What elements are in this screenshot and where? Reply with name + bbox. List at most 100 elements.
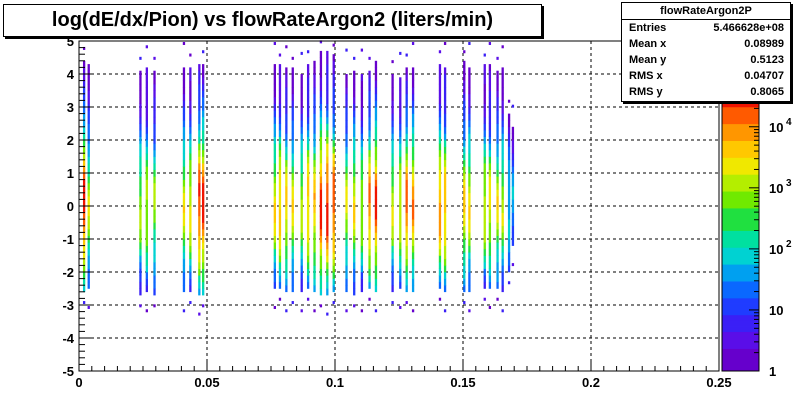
- heatmap-cell: [87, 215, 90, 223]
- heatmap-cell: [391, 87, 394, 95]
- x-tick-label: 0.15: [450, 375, 475, 390]
- heatmap-cell: [139, 143, 142, 151]
- heatmap-cell: [291, 87, 294, 95]
- heatmap-cell: [483, 262, 486, 269]
- heatmap-cell: [391, 133, 394, 141]
- heatmap-cell: [463, 107, 466, 114]
- heatmap-cell: [278, 202, 282, 210]
- heatmap-cell: [501, 126, 504, 134]
- heatmap-cell: [438, 209, 442, 217]
- heatmap-cell: [374, 186, 378, 194]
- heatmap-cell: [483, 209, 486, 217]
- heatmap-cell: [411, 166, 415, 174]
- heatmap-cell: [353, 97, 356, 104]
- heatmap-cell: [391, 100, 394, 108]
- x-tick-label: 0.25: [706, 375, 731, 390]
- heatmap-cell: [202, 149, 205, 157]
- heatmap-cell: [360, 179, 364, 187]
- heatmap-cell: [488, 255, 492, 263]
- heatmap-cell: [332, 225, 335, 233]
- heatmap-cell: [438, 116, 442, 124]
- heatmap-cell: [182, 173, 186, 180]
- heatmap-cell: [182, 199, 186, 207]
- heatmap-cell: [353, 77, 356, 85]
- heatmap-cell: [189, 166, 192, 174]
- heatmap-cell: [300, 159, 303, 167]
- heatmap-cell: [438, 70, 442, 78]
- color-scale-cell: [722, 163, 759, 170]
- heatmap-cell: [198, 242, 201, 250]
- heatmap-cell: [468, 159, 471, 167]
- heatmap-cell: [182, 219, 186, 227]
- heatmap-cell: [198, 163, 201, 170]
- heatmap-cell: [496, 297, 499, 301]
- heatmap-cell: [405, 93, 408, 101]
- stat-label: RMS x: [629, 70, 663, 82]
- y-tick-label: 5: [67, 34, 74, 49]
- heatmap-cell: [501, 93, 504, 101]
- stats-title: flowRateArgon2P: [622, 3, 790, 20]
- heatmap-cell: [202, 229, 205, 236]
- heatmap-cell: [399, 116, 402, 124]
- heatmap-cell: [291, 93, 294, 101]
- heatmap-cell: [153, 163, 156, 170]
- heatmap-cell: [82, 199, 86, 207]
- color-scale-tick-label: 10: [769, 120, 783, 135]
- heatmap-cell: [468, 67, 471, 75]
- heatmap-cell: [353, 235, 356, 243]
- heatmap-cell: [411, 126, 415, 134]
- heatmap-cell: [411, 285, 415, 293]
- color-scale-cell: [722, 134, 759, 141]
- heatmap-cell: [443, 93, 447, 101]
- heatmap-cell: [285, 212, 288, 220]
- heatmap-cell: [345, 80, 348, 88]
- heatmap-cell: [306, 70, 310, 78]
- heatmap-cell: [360, 140, 364, 147]
- heatmap-cell: [291, 192, 294, 200]
- heatmap-cells: [82, 40, 515, 316]
- heatmap-cell: [182, 232, 186, 240]
- heatmap-cell: [405, 301, 408, 305]
- heatmap-cell: [313, 153, 316, 161]
- heatmap-cell: [438, 297, 442, 301]
- heatmap-cell: [189, 53, 192, 57]
- heatmap-cell: [511, 159, 515, 167]
- heatmap-cell: [438, 143, 442, 151]
- heatmap-cell: [198, 262, 201, 269]
- heatmap-cell: [496, 182, 499, 190]
- heatmap-cell: [198, 149, 201, 157]
- heatmap-cell: [360, 100, 364, 108]
- heatmap-cell: [463, 186, 466, 194]
- heatmap-cell: [145, 126, 148, 134]
- heatmap-cell: [313, 199, 316, 207]
- heatmap-cell: [463, 159, 466, 167]
- heatmap-cell: [353, 288, 356, 296]
- heatmap-cell: [501, 133, 504, 141]
- heatmap-cell: [319, 209, 323, 217]
- heatmap-cell: [313, 186, 316, 194]
- heatmap-cell: [483, 97, 486, 104]
- heatmap-cell: [198, 90, 201, 98]
- heatmap-cell: [87, 242, 90, 250]
- heatmap-cell: [202, 97, 205, 104]
- heatmap-cell: [306, 262, 310, 269]
- heatmap-cell: [496, 222, 499, 230]
- heatmap-cell: [326, 90, 329, 98]
- heatmap-cell: [189, 199, 192, 207]
- heatmap-cell: [488, 229, 492, 236]
- heatmap-cell: [313, 166, 316, 174]
- heatmap-cell: [368, 281, 371, 289]
- heatmap-cell: [285, 199, 288, 207]
- heatmap-cell: [145, 159, 148, 167]
- heatmap-cell: [391, 93, 394, 101]
- heatmap-cell: [411, 173, 415, 180]
- heatmap-cell: [300, 140, 303, 147]
- heatmap-cell: [399, 281, 402, 289]
- heatmap-cell: [198, 275, 201, 283]
- heatmap-cell: [153, 90, 156, 98]
- heatmap-cell: [463, 179, 466, 187]
- heatmap-cell: [391, 153, 394, 161]
- heatmap-cell: [300, 278, 303, 286]
- heatmap-cell: [368, 268, 371, 276]
